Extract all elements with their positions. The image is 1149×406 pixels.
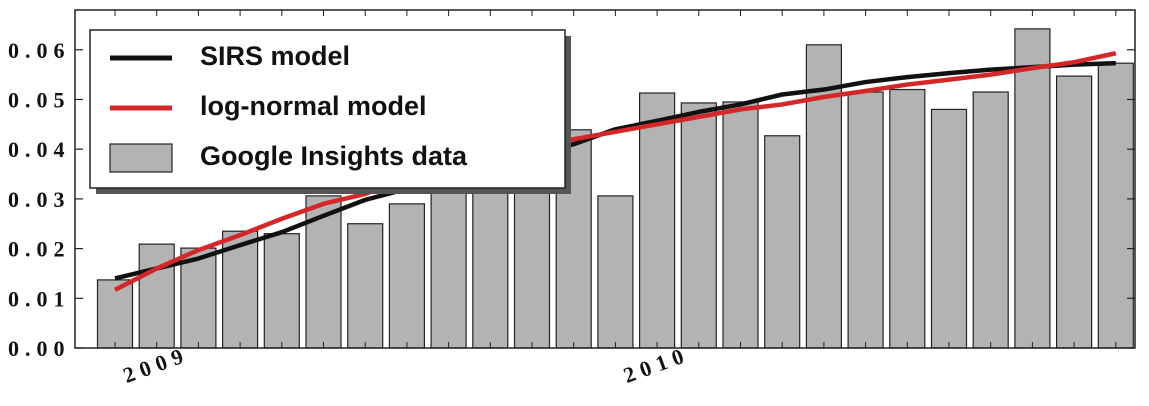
- y-tick-label: 0.00: [8, 336, 71, 361]
- bar: [638, 92, 676, 349]
- y-tick-label: 0.01: [8, 286, 71, 311]
- bar: [930, 108, 968, 349]
- legend-label: log-normal model: [200, 91, 427, 121]
- bar: [430, 178, 467, 349]
- bar: [972, 91, 1009, 349]
- y-tick-label: 0.05: [8, 87, 71, 112]
- bar: [1014, 28, 1051, 349]
- line: [113, 51, 1117, 292]
- legend: SIRS model log-normal model Google Insight…: [89, 29, 571, 194]
- y-tick-label: 0.03: [8, 187, 71, 212]
- bar: [347, 223, 384, 349]
- bar: [889, 88, 926, 349]
- line: [114, 60, 1116, 281]
- bar: [1055, 75, 1093, 349]
- y-tick-label: 0.04: [8, 137, 71, 162]
- bar: [847, 91, 884, 349]
- legend-label: SIRS model: [200, 41, 350, 71]
- bar: [722, 101, 759, 349]
- bar: [680, 102, 717, 349]
- plot-frame: [74, 9, 1136, 349]
- bar: [764, 135, 801, 349]
- bar: [1097, 62, 1134, 349]
- legend-swatch: [109, 143, 173, 173]
- legend-label: Google Insights data: [200, 141, 468, 171]
- bar: [96, 279, 134, 349]
- bar: [138, 243, 175, 349]
- y-tick-label: 0.06: [8, 38, 71, 63]
- bar: [263, 233, 300, 349]
- bar: [180, 247, 217, 349]
- bar: [388, 203, 425, 349]
- bar: [597, 195, 634, 349]
- bar: [472, 168, 509, 349]
- y-tick-label: 0.02: [8, 237, 71, 262]
